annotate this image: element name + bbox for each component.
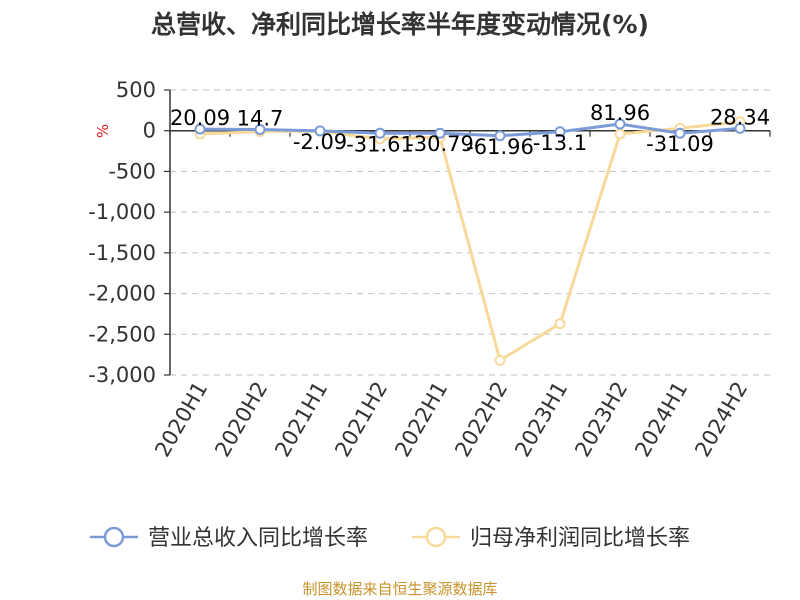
y-tick-label: 500	[116, 78, 156, 102]
x-tick-label: 2020H1	[150, 378, 212, 462]
data-label: -30.79	[406, 132, 474, 156]
legend-marker-net-profit	[425, 526, 447, 548]
y-tick-label: -2,500	[88, 322, 156, 346]
plot-series	[194, 116, 746, 366]
data-point-1	[554, 318, 566, 330]
data-point-0	[554, 126, 566, 138]
data-label: -31.61	[346, 132, 414, 156]
data-label: 20.09	[170, 106, 230, 130]
legend-item-revenue[interactable]: 营业总收入同比增长率	[90, 526, 368, 551]
x-tick-label: 2023H2	[570, 378, 632, 462]
y-axis-unit-label: %	[94, 124, 112, 138]
y-tick-label: -1,000	[88, 200, 156, 224]
data-label: -61.96	[466, 135, 534, 159]
data-point-0	[494, 130, 506, 142]
legend-item-net-profit[interactable]: 归母净利润同比增长率	[412, 526, 690, 551]
data-label: -2.09	[293, 130, 347, 154]
x-tick-label: 2021H2	[330, 378, 392, 462]
y-tick-label: -2,000	[88, 282, 156, 306]
data-point-0	[434, 127, 446, 139]
x-tick-label: 2022H2	[450, 378, 512, 462]
data-point-0	[314, 125, 326, 137]
legend-marker-revenue	[103, 526, 125, 548]
chart-title: 总营收、净利同比增长率半年度变动情况(%)	[151, 10, 649, 39]
data-label: 81.96	[590, 101, 650, 125]
data-source-note: 制图数据来自恒生聚源数据库	[302, 580, 497, 598]
data-label: 28.34	[710, 105, 770, 129]
data-point-0	[194, 123, 206, 135]
data-point-1	[614, 128, 626, 140]
data-point-1	[494, 354, 506, 366]
y-tick-label: -1,500	[88, 241, 156, 265]
y-axis: 500 0 -500 -1,000 -1,500 -2,000 -2,500 -3,000	[88, 78, 171, 387]
x-axis: 2020H12020H22021H12021H22022H12022H22023…	[150, 129, 771, 462]
data-labels: 20.09 14.7 -2.09-31.61-30.79-61.96-13.181.…	[170, 101, 770, 159]
data-point-0	[614, 118, 626, 130]
data-label: -13.1	[533, 131, 587, 155]
y-tick-label: -3,000	[88, 363, 156, 387]
y-tick-label: -500	[108, 159, 156, 183]
legend-label-revenue: 营业总收入同比增长率	[148, 526, 368, 551]
data-point-0	[254, 124, 266, 136]
x-tick-label: 2024H2	[690, 378, 752, 462]
x-tick-label: 2023H1	[510, 378, 572, 462]
legend: 营业总收入同比增长率 归母净利润同比增长率	[90, 526, 690, 551]
series-line-0	[199, 122, 741, 138]
x-tick-label: 2022H1	[390, 378, 452, 462]
y-tick-label: 0	[143, 119, 156, 143]
data-point-0	[674, 127, 686, 139]
x-tick-label: 2021H1	[270, 378, 332, 462]
gridlines	[170, 89, 770, 376]
data-label: 14.7	[237, 107, 284, 131]
data-point-0	[734, 122, 746, 134]
x-tick-label: 2020H2	[210, 378, 272, 462]
data-label: -31.09	[646, 132, 714, 156]
data-point-0	[374, 127, 386, 139]
x-tick-label: 2024H1	[630, 378, 692, 462]
legend-label-net-profit: 归母净利润同比增长率	[470, 526, 690, 551]
